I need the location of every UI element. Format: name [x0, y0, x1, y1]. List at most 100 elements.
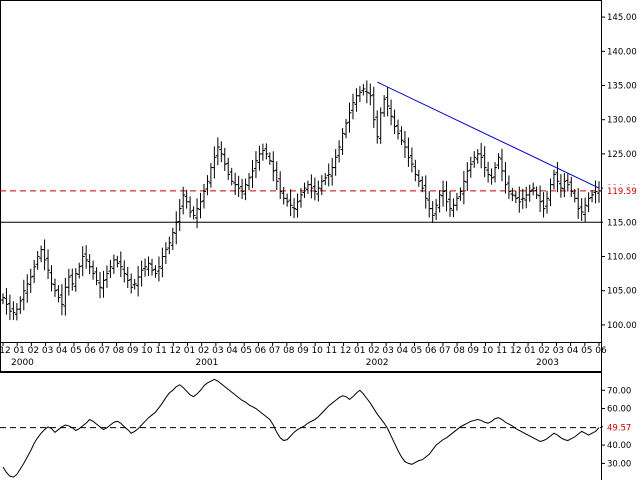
price-bar	[156, 256, 161, 282]
price-bar	[489, 168, 494, 185]
price-bar	[1, 293, 5, 305]
x-tick-label: 12	[340, 346, 351, 356]
price-bar	[56, 285, 61, 303]
price-bar	[330, 158, 335, 186]
price-bar	[458, 187, 463, 201]
price-bar	[493, 162, 498, 183]
price-bar	[437, 190, 442, 213]
osc-y-tick-label: 40.00	[607, 441, 631, 451]
x-tick-label: 10	[482, 346, 494, 356]
price-bar	[215, 137, 220, 166]
x-tick-label: 06	[84, 346, 96, 356]
price-bar	[510, 187, 515, 202]
price-bar	[448, 191, 452, 217]
price-bar	[482, 146, 487, 178]
price-bar	[84, 245, 89, 269]
price-bar	[416, 169, 421, 187]
price-bar	[520, 188, 525, 209]
price-bar	[430, 201, 435, 223]
x-tick-label: 02	[198, 346, 209, 356]
price-bar	[281, 187, 286, 205]
price-bar	[579, 198, 584, 221]
x-tick-label: 02	[368, 346, 379, 356]
x-tick-label: 09	[297, 346, 309, 356]
osc-y-tick-label: 30.00	[607, 459, 631, 469]
price-bar	[35, 251, 40, 270]
x-tick-label: 11	[326, 346, 337, 356]
price-bar	[468, 156, 473, 178]
price-bar	[14, 303, 19, 321]
price-bar	[115, 255, 120, 268]
price-bar	[146, 256, 151, 277]
price-bar	[406, 137, 411, 167]
price-bar	[70, 268, 75, 291]
price-bar	[350, 93, 355, 120]
x-tick-label: 05	[581, 346, 592, 356]
price-bar	[150, 258, 154, 276]
x-tick-label: 08	[113, 346, 125, 356]
price-bar	[368, 83, 373, 106]
price-bar	[378, 107, 383, 144]
price-panel-frame	[0, 0, 602, 372]
price-bar	[590, 190, 595, 203]
price-bar	[396, 119, 401, 140]
price-bar	[333, 149, 338, 176]
price-bar	[409, 147, 414, 173]
price-bar	[184, 189, 189, 209]
price-bar	[205, 175, 210, 196]
x-tick-label: 04	[567, 346, 579, 356]
price-bar	[357, 86, 362, 102]
price-bar	[413, 159, 418, 182]
x-tick-label: 04	[397, 346, 409, 356]
price-bar	[181, 186, 186, 215]
x-tick-label: 05	[411, 346, 422, 356]
osc-current-label-bg	[603, 421, 640, 433]
price-bar	[42, 239, 47, 271]
price-bar	[371, 86, 376, 128]
x-tick-label: 12	[0, 346, 11, 356]
price-bar	[233, 172, 238, 195]
price-bar	[555, 161, 560, 193]
price-bar	[278, 171, 283, 200]
price-bar	[382, 95, 387, 117]
x-tick-label: 12	[170, 346, 181, 356]
price-bar	[531, 182, 536, 196]
price-bar	[337, 140, 342, 163]
x-tick-label: 03	[212, 346, 223, 356]
price-y-tick-label: 125.00	[607, 150, 637, 160]
price-bar	[28, 268, 33, 293]
price-bar	[496, 153, 501, 170]
x-tick-label: 09	[127, 346, 139, 356]
price-bar	[236, 175, 241, 197]
price-bar	[188, 196, 193, 218]
price-bar	[125, 266, 130, 288]
price-bar	[163, 242, 168, 265]
price-bar	[11, 301, 16, 321]
price-bar	[118, 251, 123, 278]
price-bar	[479, 142, 484, 169]
price-bar	[39, 245, 44, 263]
price-bar	[562, 173, 567, 198]
current-price-label: 119.59	[607, 187, 637, 197]
x-tick-label: 03	[382, 346, 393, 356]
price-bar	[472, 151, 477, 168]
price-bar	[139, 260, 144, 287]
price-bar	[226, 157, 231, 180]
price-bar	[444, 181, 449, 212]
price-bar	[7, 294, 12, 321]
price-bar	[513, 190, 518, 204]
price-bar	[271, 151, 276, 182]
price-bar	[427, 191, 432, 218]
price-bar	[4, 288, 9, 315]
price-bar	[569, 176, 574, 197]
x-tick-label: 10	[141, 346, 153, 356]
price-bar	[21, 279, 26, 311]
price-bar	[46, 249, 51, 280]
price-bar	[354, 88, 359, 112]
price-bar	[548, 178, 553, 207]
x-year-label: 2003	[536, 358, 559, 368]
price-bar	[132, 279, 137, 290]
price-bar	[319, 175, 324, 196]
